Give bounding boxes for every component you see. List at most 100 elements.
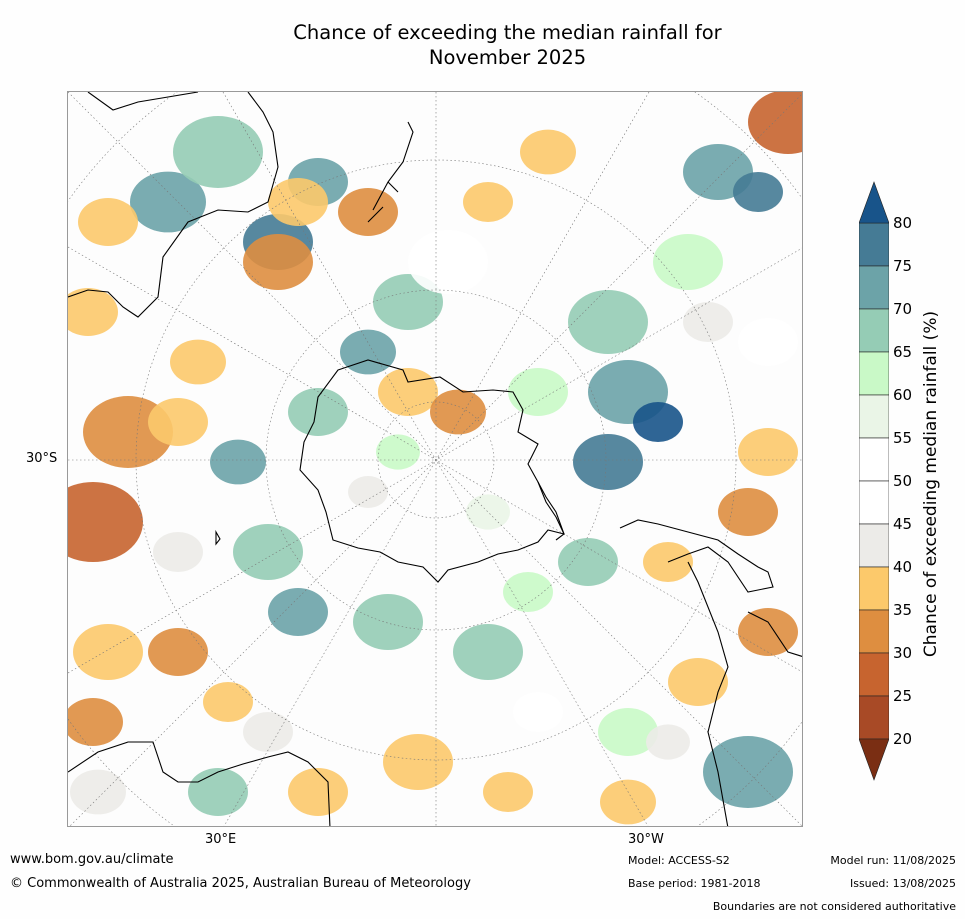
- probability-patch: [268, 588, 328, 636]
- madagascar-coastline: [215, 529, 221, 546]
- probability-patch: [243, 234, 313, 290]
- coastlines: [68, 92, 802, 826]
- colorbar-title: Chance of exceeding median rainfall (%): [921, 310, 941, 658]
- probability-patch: [210, 439, 266, 485]
- probability-patch: [288, 768, 348, 816]
- africa-coastline: [68, 741, 331, 826]
- colorbar-bin: [858, 265, 890, 310]
- lon-label-30e: 30°E: [205, 832, 237, 847]
- probability-patch: [600, 779, 656, 825]
- probability-patch: [188, 768, 248, 816]
- colorbar-bin: [858, 652, 890, 697]
- antarctica-coastline: [299, 359, 565, 583]
- probability-patch: [558, 538, 618, 586]
- lon-label-30w: 30°W: [628, 832, 664, 847]
- colorbar-svg: [858, 181, 890, 781]
- probability-patch: [748, 92, 802, 154]
- title-line-1: Chance of exceeding the median rainfall …: [293, 21, 722, 44]
- probability-patch: [148, 398, 208, 446]
- colorbar-tick-label: 60: [893, 386, 913, 404]
- probability-patch: [738, 428, 798, 476]
- probability-patch: [703, 736, 793, 808]
- colorbar-tick-label: 65: [893, 343, 913, 361]
- probability-patch: [376, 434, 420, 470]
- probability-patch: [568, 290, 648, 354]
- probability-patch: [338, 188, 398, 236]
- probability-patch: [646, 724, 690, 760]
- title-line-2: November 2025: [428, 46, 587, 69]
- probability-patch: [453, 624, 523, 680]
- probability-patch: [203, 682, 253, 722]
- probability-patch: [466, 494, 510, 530]
- probability-patch: [633, 402, 683, 442]
- footer-copyright: © Commonwealth of Australia 2025, Austra…: [10, 876, 471, 891]
- colorbar-bin: [858, 222, 890, 267]
- probability-patch: [508, 368, 568, 416]
- colorbar-bin: [858, 523, 890, 568]
- map-canvas: [68, 92, 802, 826]
- graticule: [68, 92, 802, 826]
- probability-patch: [383, 734, 453, 790]
- colorbar-tick-label: 50: [893, 472, 913, 490]
- footer-disclaimer: Boundaries are not considered authoritat…: [712, 900, 956, 913]
- probability-patch: [353, 594, 423, 650]
- colorbar-tick-label: 80: [893, 214, 913, 232]
- probability-patch: [173, 116, 263, 188]
- probability-patch: [68, 698, 123, 746]
- probability-patch: [733, 172, 783, 212]
- probability-patch: [340, 329, 396, 375]
- latitude-circle-60s: [265, 289, 607, 631]
- probability-patch: [408, 230, 488, 294]
- colorbar-bins: [858, 181, 890, 781]
- colorbar-tick-label: 75: [893, 257, 913, 275]
- probability-patch: [288, 388, 348, 436]
- colorbar-extend-high: [858, 181, 890, 224]
- probability-patch: [513, 692, 563, 732]
- probability-field: [68, 92, 802, 825]
- colorbar-tick-label: 40: [893, 558, 913, 576]
- probability-patch: [503, 572, 553, 612]
- probability-patch: [653, 234, 723, 290]
- probability-patch: [668, 658, 728, 706]
- colorbar-bin: [858, 695, 890, 740]
- probability-patch: [68, 288, 118, 336]
- probability-patch: [348, 476, 388, 508]
- probability-patch: [233, 524, 303, 580]
- colorbar-bin: [858, 351, 890, 396]
- colorbar-tick-label: 55: [893, 429, 913, 447]
- probability-patch: [520, 129, 576, 175]
- probability-patch: [130, 171, 206, 233]
- colorbar-tick-label: 45: [893, 515, 913, 533]
- footer-model: Model: ACCESS-S2: [628, 854, 730, 867]
- probability-patch: [378, 368, 438, 416]
- colorbar-bin: [858, 480, 890, 525]
- probability-patch: [170, 339, 226, 385]
- colorbar: [858, 180, 890, 782]
- colorbar-extend-low: [858, 738, 890, 781]
- probability-patch: [70, 769, 126, 815]
- probability-patch: [683, 302, 733, 342]
- australia-coastline: [68, 92, 279, 318]
- footer-url[interactable]: www.bom.gov.au/climate: [10, 852, 174, 867]
- probability-patch: [68, 482, 143, 562]
- probability-patch: [243, 712, 293, 752]
- footer-issued: Issued: 13/08/2025: [849, 877, 956, 890]
- antarctic-peninsula: [537, 481, 565, 541]
- footer-base-period: Base period: 1981-2018: [628, 877, 761, 890]
- latitude-circle-80s: [377, 401, 495, 519]
- probability-patch: [463, 182, 513, 222]
- probability-patch: [483, 772, 533, 812]
- colorbar-tick-label: 25: [893, 687, 913, 705]
- probability-patch: [153, 532, 203, 572]
- colorbar-bin: [858, 609, 890, 654]
- map-title: Chance of exceeding the median rainfall …: [0, 20, 965, 70]
- probability-patch: [73, 624, 143, 680]
- new-zealand-coastline: [367, 121, 414, 223]
- probability-patch: [573, 434, 643, 490]
- colorbar-bin: [858, 308, 890, 353]
- colorbar-tick-label: 30: [893, 644, 913, 662]
- probability-patch: [78, 198, 138, 246]
- lat-label-30s: 30°S: [26, 451, 58, 466]
- probability-patch: [430, 389, 486, 435]
- colorbar-tick-label: 35: [893, 601, 913, 619]
